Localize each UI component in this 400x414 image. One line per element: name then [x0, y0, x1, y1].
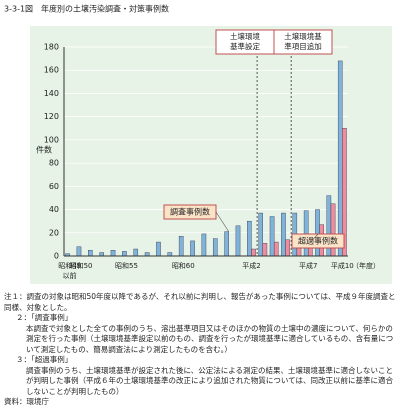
callout-box — [273, 29, 333, 55]
legend-pointer — [215, 211, 229, 232]
x-tick-note: 以前 — [63, 271, 77, 280]
x-axis-label: （年度） — [352, 261, 380, 270]
bar — [110, 249, 116, 257]
chart-title: 3-3-1図 年度別の土壌汚染調査・対策事例数 — [4, 4, 169, 14]
annotation: 土壌環境基準設定 — [230, 31, 260, 51]
legend-label: 超過事例数 — [298, 236, 338, 246]
y-tick-label: 40 — [49, 205, 59, 214]
bar — [285, 239, 290, 257]
y-axis-label: 件数 — [36, 145, 52, 155]
x-tick-label: 昭和50 — [70, 261, 93, 270]
annotation: 土壌環境基準項目追加 — [284, 31, 322, 51]
notes: 注１：調査の対象は昭和50年度以降であるが、それ以前に判明し、報告があった事例に… — [4, 292, 396, 408]
note: ３：「超過事例」 — [16, 355, 73, 364]
chart: 3-3-1図 年度別の土壌汚染調査・対策事例数 件数 0 20 40 60 80 100 1… — [4, 4, 392, 284]
x-tick-label: 昭和49 — [58, 261, 81, 270]
bar — [76, 246, 82, 257]
y-tick-label: 100 — [44, 135, 59, 144]
bar — [167, 252, 173, 257]
bar — [337, 60, 343, 257]
legend-pointer — [310, 233, 319, 243]
bar — [262, 243, 268, 257]
x-tick-label: 昭和55 — [115, 261, 138, 270]
bar — [201, 233, 207, 257]
bar — [303, 210, 309, 257]
y-tick-label: 120 — [44, 112, 59, 121]
note: 注１：調査の対象は昭和50年度以降であるが、それ以前に判明し、報告があった事例に… — [4, 292, 396, 312]
bar — [190, 240, 195, 257]
legend-label: 調査事例数 — [170, 207, 210, 217]
bar — [88, 249, 93, 257]
y-tick-label: 160 — [44, 66, 59, 75]
bar — [212, 238, 218, 257]
bar — [273, 241, 279, 257]
note: 調査事例のうち、土壌環境基準が設定された後に、公定法による測定の結果、土壌環境基… — [26, 365, 394, 396]
y-tick-label: 80 — [49, 159, 59, 168]
y-tick-label: 0 — [54, 252, 59, 261]
bar — [156, 241, 161, 257]
x-tick-label: 平成2 — [242, 261, 260, 270]
note: 資料：環境庁 — [4, 397, 49, 406]
callout-box — [215, 29, 275, 55]
note: 本調査で対象とした全ての事例のうち、溶出基準項目又はそのほかの物質の土壌中の濃度… — [26, 323, 394, 354]
x-tick-label: 平成7 — [299, 261, 317, 270]
bar — [99, 252, 104, 257]
bar — [269, 216, 275, 257]
bar — [133, 248, 139, 257]
bar — [122, 251, 127, 257]
bar — [315, 209, 320, 257]
y-tick-label: 60 — [49, 182, 59, 191]
bar — [224, 231, 229, 257]
y-tick-label: 180 — [44, 43, 59, 52]
bar — [247, 220, 252, 257]
bar — [281, 212, 286, 257]
bar — [235, 225, 241, 257]
note: ２：「調査事例」 — [16, 313, 73, 322]
x-tick-label: 昭和60 — [172, 261, 195, 270]
y-tick-label: 20 — [49, 228, 59, 237]
bar — [251, 248, 256, 257]
bar — [178, 236, 184, 257]
y-tick-label: 140 — [44, 89, 59, 98]
bar — [258, 212, 263, 257]
bar — [144, 252, 150, 257]
x-tick-label: 平成10 — [331, 261, 354, 270]
